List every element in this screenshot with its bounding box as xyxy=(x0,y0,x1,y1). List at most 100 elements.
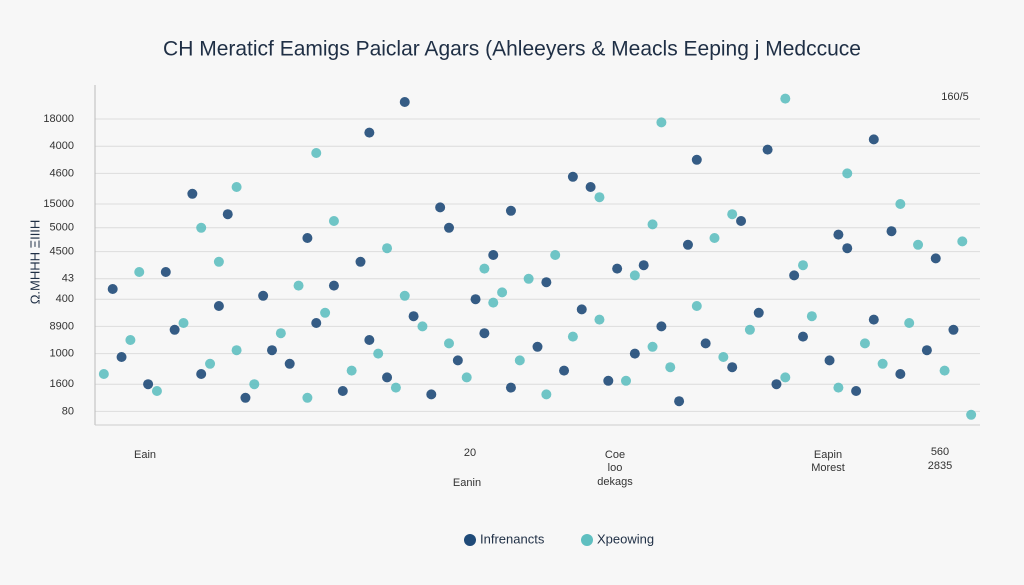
point xyxy=(125,335,136,345)
point xyxy=(435,202,446,213)
point xyxy=(921,345,932,356)
point xyxy=(541,389,552,400)
y-tick-label: 18000 xyxy=(43,113,74,125)
point xyxy=(505,382,516,393)
point xyxy=(160,267,171,277)
point xyxy=(284,358,295,369)
point xyxy=(904,318,915,328)
point xyxy=(798,331,808,342)
point xyxy=(311,148,322,158)
point xyxy=(833,229,844,240)
point xyxy=(594,192,605,203)
point xyxy=(833,382,844,393)
point xyxy=(612,263,623,274)
point xyxy=(488,297,499,308)
point xyxy=(744,324,755,335)
y-tick-label: 4500 xyxy=(50,246,74,258)
point xyxy=(629,270,640,281)
point xyxy=(178,318,189,328)
point xyxy=(373,348,384,359)
point xyxy=(311,318,322,328)
point xyxy=(603,375,614,386)
y-tick-label: 43 xyxy=(62,273,74,285)
point xyxy=(824,355,835,366)
point xyxy=(851,386,862,396)
point xyxy=(762,144,773,155)
point xyxy=(709,233,720,243)
point xyxy=(771,379,782,390)
point xyxy=(408,311,419,322)
point xyxy=(895,369,906,379)
point xyxy=(859,338,870,349)
point xyxy=(966,409,977,420)
point xyxy=(213,301,224,311)
point xyxy=(98,369,109,379)
point xyxy=(727,209,738,220)
point xyxy=(656,321,667,332)
point xyxy=(567,331,578,342)
point xyxy=(647,341,658,352)
point xyxy=(780,372,791,383)
point xyxy=(293,280,304,291)
point xyxy=(302,392,313,403)
point xyxy=(258,290,269,301)
point xyxy=(444,338,454,349)
point xyxy=(399,290,410,301)
point xyxy=(364,335,375,345)
point xyxy=(275,328,286,339)
point xyxy=(842,243,853,254)
point xyxy=(417,321,428,332)
point xyxy=(355,256,366,267)
point xyxy=(505,205,516,216)
y-tick-label: 80 xyxy=(62,405,74,417)
point xyxy=(656,117,667,128)
point xyxy=(638,260,649,271)
annotation: 160/5 xyxy=(941,91,969,103)
point xyxy=(479,263,490,274)
point xyxy=(514,355,525,366)
y-tick-label: 1000 xyxy=(50,348,74,360)
point xyxy=(895,199,906,209)
point xyxy=(700,338,711,349)
point xyxy=(364,127,375,138)
annotation: Coe xyxy=(605,449,625,461)
point xyxy=(585,182,596,192)
point xyxy=(470,294,481,305)
point xyxy=(488,250,499,260)
annotation: 560 xyxy=(931,446,949,458)
point xyxy=(328,216,339,226)
point xyxy=(691,301,702,311)
point xyxy=(736,216,747,226)
annotation: 20 xyxy=(464,447,476,459)
point xyxy=(213,256,224,267)
point xyxy=(231,345,242,356)
point xyxy=(930,253,941,264)
point xyxy=(320,307,331,318)
point xyxy=(647,219,658,230)
point xyxy=(134,267,145,277)
point xyxy=(231,182,242,192)
y-tick-label: 4000 xyxy=(50,140,74,152)
point xyxy=(957,236,968,247)
point xyxy=(939,365,950,376)
point xyxy=(390,382,401,393)
point xyxy=(399,97,410,107)
point xyxy=(550,250,561,260)
point xyxy=(727,362,738,373)
annotation: 2835 xyxy=(928,460,952,472)
point xyxy=(541,277,552,288)
point xyxy=(886,226,897,237)
point xyxy=(753,307,764,318)
point xyxy=(718,352,729,362)
point xyxy=(196,369,207,379)
y-tick-label: 1600 xyxy=(50,378,74,390)
point xyxy=(382,243,393,254)
legend-marker xyxy=(464,534,476,546)
point xyxy=(798,260,808,271)
legend-label: Xpeowing xyxy=(597,531,654,546)
point xyxy=(497,287,508,298)
annotation: Eain xyxy=(134,449,156,461)
y-tick-label: 5000 xyxy=(50,222,74,234)
point xyxy=(877,358,888,369)
point xyxy=(346,365,357,376)
